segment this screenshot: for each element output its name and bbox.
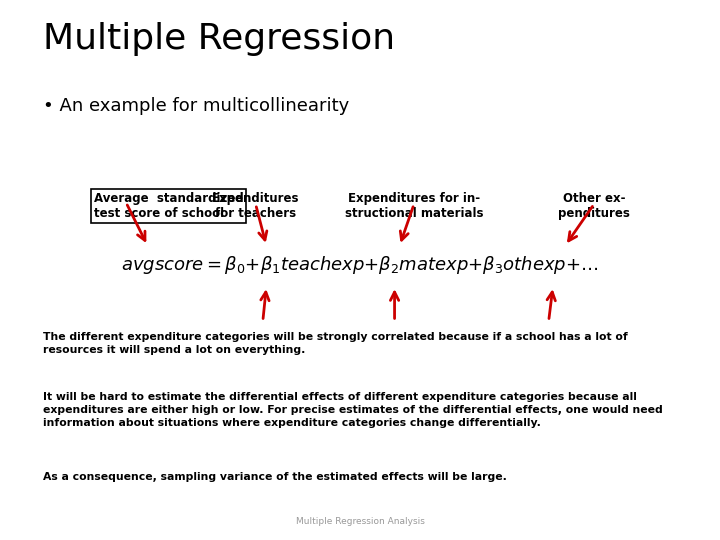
Text: Average  standardized
test score of school: Average standardized test score of schoo… xyxy=(94,192,243,220)
Text: It will be hard to estimate the differential effects of different expenditure ca: It will be hard to estimate the differen… xyxy=(43,392,663,428)
Text: $avgscore = \beta_0{+}\beta_1 teachexp{+}\beta_2 matexp{+}\beta_3 othexp{+}\ldot: $avgscore = \beta_0{+}\beta_1 teachexp{+… xyxy=(122,254,598,275)
Text: As a consequence, sampling variance of the estimated effects will be large.: As a consequence, sampling variance of t… xyxy=(43,472,507,483)
Text: Other ex-
penditures: Other ex- penditures xyxy=(558,192,630,220)
Text: The different expenditure categories will be strongly correlated because if a sc: The different expenditure categories wil… xyxy=(43,332,628,355)
Text: • An example for multicollinearity: • An example for multicollinearity xyxy=(43,97,349,115)
Text: Expenditures
for teachers: Expenditures for teachers xyxy=(212,192,300,220)
Text: Multiple Regression Analysis: Multiple Regression Analysis xyxy=(296,517,424,526)
Text: Expenditures for in-
structional materials: Expenditures for in- structional materia… xyxy=(345,192,483,220)
Text: Multiple Regression: Multiple Regression xyxy=(43,22,395,56)
